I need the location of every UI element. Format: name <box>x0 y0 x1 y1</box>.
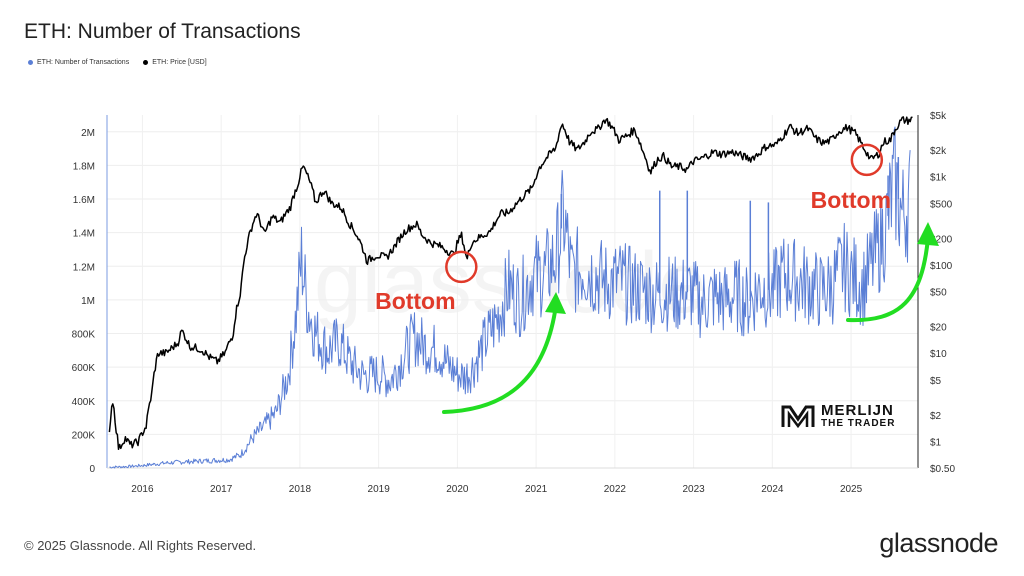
right-tick-label: $0.50 <box>930 464 955 475</box>
left-axis: 0 200K 400K 600K 800K 1M 1.2M 1.4M 1.6M 1.8M 2M <box>72 115 108 475</box>
bottom-label: Bottom <box>375 288 455 314</box>
series-transactions <box>109 126 911 469</box>
left-tick-label: 400K <box>72 397 96 408</box>
right-tick-label: $2k <box>930 146 947 157</box>
legend-label-price: ETH: Price [USD] <box>152 59 207 66</box>
right-tick-label: $5 <box>930 376 942 387</box>
left-tick-label: 600K <box>72 363 96 374</box>
right-tick-label: $200 <box>930 234 953 245</box>
transactions-line <box>109 126 911 469</box>
left-tick-label: 1.4M <box>73 229 95 240</box>
left-tick-label: 800K <box>72 330 96 341</box>
price-line <box>108 116 913 451</box>
legend-item-transactions[interactable]: ETH: Number of Transactions <box>28 59 129 66</box>
annotations: Bottom Bottom <box>375 143 939 414</box>
right-tick-label: $50 <box>930 288 947 299</box>
brand-logo: glassnode <box>879 528 998 558</box>
bottom-circle-marker <box>445 250 478 284</box>
right-axis: $0.50 $1 $2 $5 $10 $20 $50 $100 $200 $500 $1k $2k $5… <box>917 111 955 475</box>
right-tick-label: $1k <box>930 173 947 184</box>
bottom-circle-marker <box>850 143 884 177</box>
green-arrow-2020 <box>442 303 558 414</box>
left-tick-label: 0 <box>89 464 95 475</box>
right-tick-label: $5k <box>930 111 947 122</box>
legend-item-price[interactable]: ETH: Price [USD] <box>143 59 207 66</box>
legend-dot-price <box>143 60 149 65</box>
right-tick-label: $2 <box>930 411 942 422</box>
copyright: © 2025 Glassnode. All Rights Reserved. <box>24 538 257 553</box>
chart-title: ETH: Number of Transactions <box>24 20 301 43</box>
x-tick-label: 2024 <box>761 484 784 495</box>
x-axis: 2016 2017 2018 2019 2020 2021 2022 2023 2024 2025 <box>107 467 918 495</box>
right-tick-label: $20 <box>930 323 947 334</box>
series-price <box>108 116 913 451</box>
bottom-label: Bottom <box>811 187 891 213</box>
x-tick-label: 2022 <box>604 484 627 495</box>
legend: ETH: Number of Transactions ETH: Price [… <box>28 59 207 66</box>
x-tick-label: 2023 <box>682 484 705 495</box>
x-tick-label: 2025 <box>840 484 863 495</box>
x-tick-label: 2020 <box>446 484 469 495</box>
right-tick-label: $1 <box>930 437 942 448</box>
left-tick-label: 1.8M <box>73 161 95 172</box>
merlijn-mark-icon <box>781 405 815 429</box>
merlijn-subtitle: THE TRADER <box>821 418 896 429</box>
right-tick-label: $10 <box>930 349 947 360</box>
legend-label-transactions: ETH: Number of Transactions <box>37 59 130 66</box>
x-tick-label: 2016 <box>131 484 154 495</box>
green-arrowhead-2025 <box>917 222 939 246</box>
merlijn-logo: MERLIJN THE TRADER <box>780 401 895 431</box>
right-tick-label: $500 <box>930 199 953 210</box>
x-tick-label: 2017 <box>210 484 233 495</box>
x-tick-label: 2018 <box>289 484 312 495</box>
merlijn-name: MERLIJN <box>821 402 894 419</box>
left-tick-label: 2M <box>81 128 95 139</box>
left-tick-label: 1M <box>81 296 95 307</box>
right-tick-label: $100 <box>930 261 953 272</box>
green-arrow-2025 <box>846 236 930 323</box>
left-tick-label: 200K <box>72 430 96 441</box>
legend-dot-transactions <box>28 60 33 65</box>
x-tick-label: 2019 <box>368 484 391 495</box>
x-tick-label: 2021 <box>525 484 548 495</box>
green-arrowhead-2020 <box>545 292 566 314</box>
left-tick-label: 1.2M <box>73 262 95 273</box>
left-tick-label: 1.6M <box>73 195 95 206</box>
